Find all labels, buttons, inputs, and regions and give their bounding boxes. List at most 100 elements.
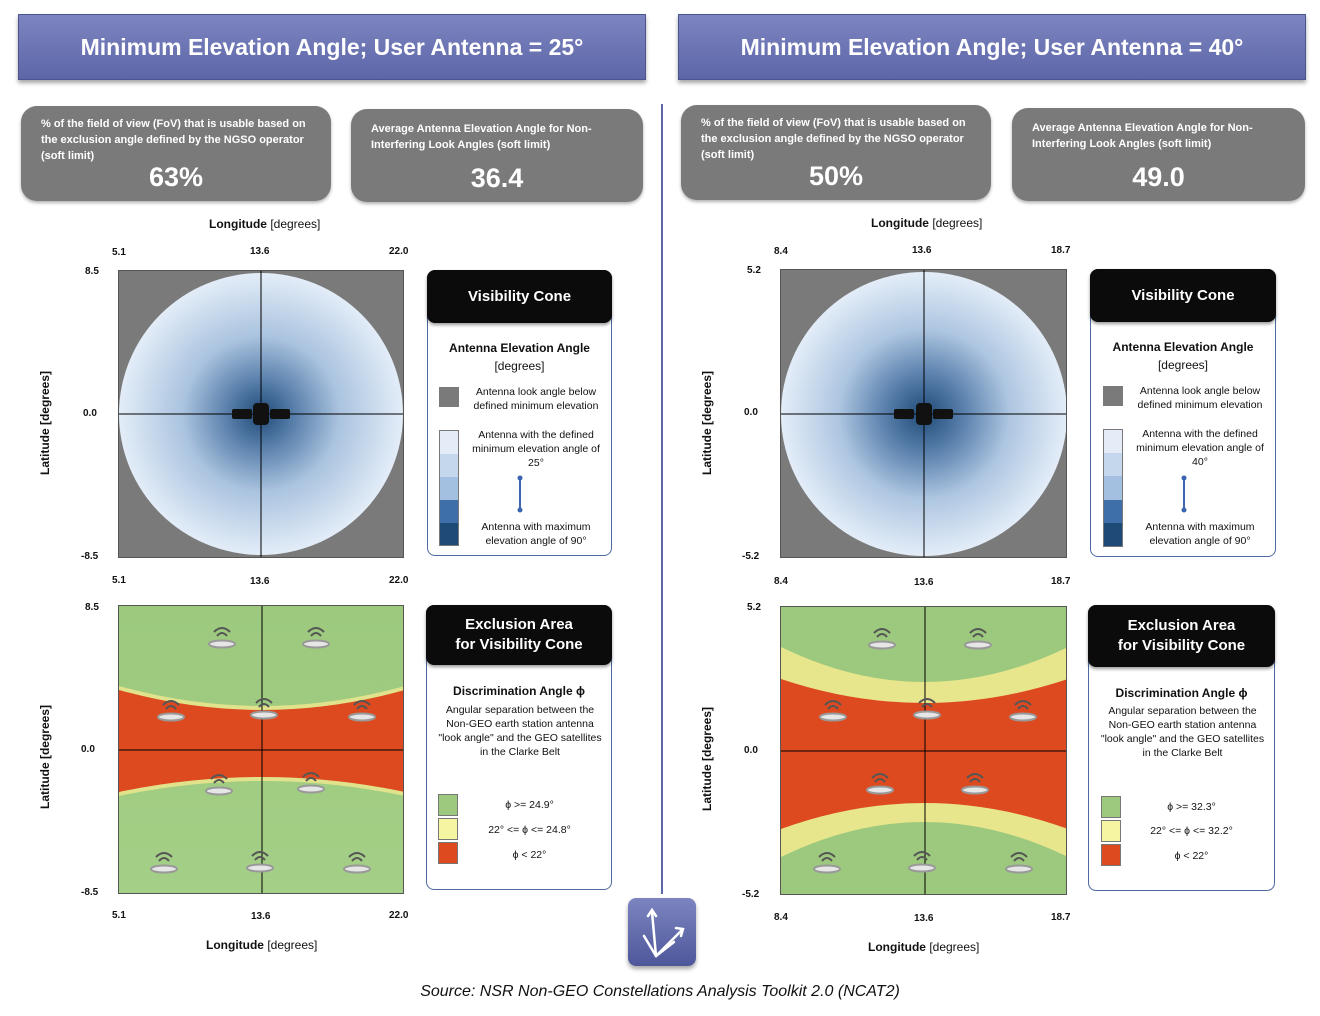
tick: 13.6 bbox=[914, 577, 934, 588]
legend-unit: [degrees] bbox=[1157, 358, 1209, 372]
tick: 0.0 bbox=[81, 744, 95, 755]
tick: 5.1 bbox=[112, 247, 126, 258]
earth-station-icon bbox=[813, 628, 1037, 874]
tick: 8.5 bbox=[85, 602, 99, 613]
tick: 8.4 bbox=[774, 246, 788, 257]
legend-unit: [degrees] bbox=[494, 359, 545, 373]
exclusion-legend-right: Exclusion Area for Visibility Cone Discr… bbox=[1088, 605, 1275, 891]
tick: 18.7 bbox=[1051, 245, 1071, 256]
elevation-color-scale bbox=[1103, 429, 1123, 547]
tick: 18.7 bbox=[1051, 576, 1071, 587]
legend-header: Visibility Cone bbox=[1090, 269, 1276, 322]
legend-description: Angular separation between the Non-GEO e… bbox=[438, 704, 602, 758]
tick: 5.1 bbox=[112, 910, 126, 921]
panel-title-right: Minimum Elevation Angle; User Antenna = … bbox=[678, 14, 1306, 80]
tick: 13.6 bbox=[251, 911, 271, 922]
fov-stat-right: % of the field of view (FoV) that is usa… bbox=[681, 105, 991, 200]
exclusion-plot-left bbox=[118, 605, 404, 894]
tick: 13.6 bbox=[912, 245, 932, 256]
tick: 0.0 bbox=[744, 407, 758, 418]
tick: 0.0 bbox=[744, 745, 758, 756]
avg-value: 36.4 bbox=[470, 163, 524, 193]
bottom-axis-title: Longitude [degrees] bbox=[868, 940, 980, 954]
tick: -5.2 bbox=[742, 889, 760, 900]
earth-station-icon bbox=[150, 627, 376, 874]
legend-title: Antenna Elevation Angle bbox=[1112, 340, 1254, 354]
legend-header: Exclusion Area for Visibility Cone bbox=[1088, 605, 1275, 667]
satellite-icon bbox=[894, 403, 953, 425]
tick: 5.1 bbox=[112, 575, 126, 586]
fov-stat-left: % of the field of view (FoV) that is usa… bbox=[21, 106, 331, 201]
fov-value: 50% bbox=[808, 161, 864, 191]
tick: 0.0 bbox=[83, 408, 97, 419]
satellite-icon bbox=[232, 403, 290, 425]
swatch-red bbox=[438, 842, 458, 864]
legend-item: ϕ >= 24.9° bbox=[505, 799, 554, 811]
fov-label: % of the field of view (FoV) that is usa… bbox=[41, 118, 306, 162]
lat-axis-title: Latitude [degrees] bbox=[700, 707, 714, 812]
elevation-color-scale bbox=[439, 430, 459, 546]
legend-item: ϕ >= 32.3° bbox=[1167, 801, 1216, 813]
exclusion-plot-right bbox=[780, 606, 1067, 895]
legend-item: ϕ < 22° bbox=[512, 849, 547, 861]
swatch-below-min bbox=[1103, 386, 1123, 406]
panel-title-left: Minimum Elevation Angle; User Antenna = … bbox=[18, 14, 646, 80]
legend-description: Angular separation between the Non-GEO e… bbox=[1100, 705, 1265, 759]
avg-label: Average Antenna Elevation Angle for Non-… bbox=[1032, 122, 1253, 150]
avg-stat-right: Average Antenna Elevation Angle for Non-… bbox=[1012, 108, 1305, 201]
range-connector bbox=[1181, 475, 1187, 513]
top-axis-title: Longitude [degrees] bbox=[871, 216, 983, 230]
max-elevation-text: Antenna with maximum elevation angle of … bbox=[481, 521, 591, 547]
legend-header: Exclusion Area for Visibility Cone bbox=[426, 605, 612, 665]
tick: 13.6 bbox=[250, 246, 270, 257]
fov-label: % of the field of view (FoV) that is usa… bbox=[701, 117, 966, 161]
lat-axis-title: Latitude [degrees] bbox=[38, 705, 52, 810]
below-min-text: Antenna look angle below defined minimum… bbox=[473, 386, 599, 412]
legend-item: ϕ < 22° bbox=[1174, 850, 1209, 862]
swatch-green bbox=[438, 794, 458, 816]
tick: 18.7 bbox=[1051, 912, 1071, 923]
panel-divider bbox=[661, 104, 663, 894]
tick: 5.2 bbox=[747, 265, 761, 276]
tick: 13.6 bbox=[250, 576, 270, 587]
visibility-plot-right bbox=[780, 269, 1067, 558]
tick: -8.5 bbox=[81, 887, 99, 898]
tick: 5.2 bbox=[747, 602, 761, 613]
legend-title: Antenna Elevation Angle bbox=[449, 341, 590, 355]
tick: 8.4 bbox=[774, 912, 788, 923]
visibility-plot-left bbox=[118, 270, 404, 558]
tick: 22.0 bbox=[389, 910, 409, 921]
bottom-axis-title: Longitude [degrees] bbox=[206, 938, 318, 952]
swatch-yellow bbox=[1101, 820, 1121, 842]
tick: -8.5 bbox=[81, 551, 99, 562]
exclusion-legend-left: Exclusion Area for Visibility Cone Discr… bbox=[426, 605, 612, 890]
legend-header: Visibility Cone bbox=[427, 270, 612, 323]
swatch-green bbox=[1101, 796, 1121, 818]
legend-item: 22° <= ϕ <= 32.2° bbox=[1150, 825, 1233, 837]
avg-value: 49.0 bbox=[1132, 162, 1185, 192]
swatch-red bbox=[1101, 844, 1121, 866]
lat-axis-title: Latitude [degrees] bbox=[700, 371, 714, 476]
app-logo-icon bbox=[628, 898, 696, 966]
source-caption: Source: NSR Non-GEO Constellations Analy… bbox=[420, 983, 900, 1000]
below-min-text: Antenna look angle below defined minimum… bbox=[1137, 385, 1263, 411]
legend-title: Discrimination Angle ϕ bbox=[1115, 686, 1248, 700]
legend-item: 22° <= ϕ <= 24.8° bbox=[488, 824, 571, 836]
lat-axis-title: Latitude [degrees] bbox=[38, 371, 52, 476]
tick: -5.2 bbox=[742, 551, 760, 562]
avg-stat-left: Average Antenna Elevation Angle for Non-… bbox=[351, 109, 643, 202]
tick: 22.0 bbox=[389, 246, 409, 257]
swatch-yellow bbox=[438, 818, 458, 840]
top-axis-title: Longitude [degrees] bbox=[209, 217, 321, 231]
fov-value: 63% bbox=[148, 162, 204, 192]
min-elevation-text: Antenna with the defined minimum elevati… bbox=[472, 429, 600, 469]
visibility-legend-left: Visibility Cone Antenna Elevation Angle … bbox=[427, 270, 612, 556]
tick: 22.0 bbox=[389, 575, 409, 586]
max-elevation-text: Antenna with maximum elevation angle of … bbox=[1145, 521, 1255, 547]
visibility-legend-right: Visibility Cone Antenna Elevation Angle … bbox=[1090, 269, 1276, 557]
tick: 8.4 bbox=[774, 576, 788, 587]
avg-label: Average Antenna Elevation Angle for Non-… bbox=[371, 123, 592, 151]
tick: 8.5 bbox=[85, 266, 99, 277]
range-connector bbox=[517, 475, 523, 513]
tick: 13.6 bbox=[914, 913, 934, 924]
